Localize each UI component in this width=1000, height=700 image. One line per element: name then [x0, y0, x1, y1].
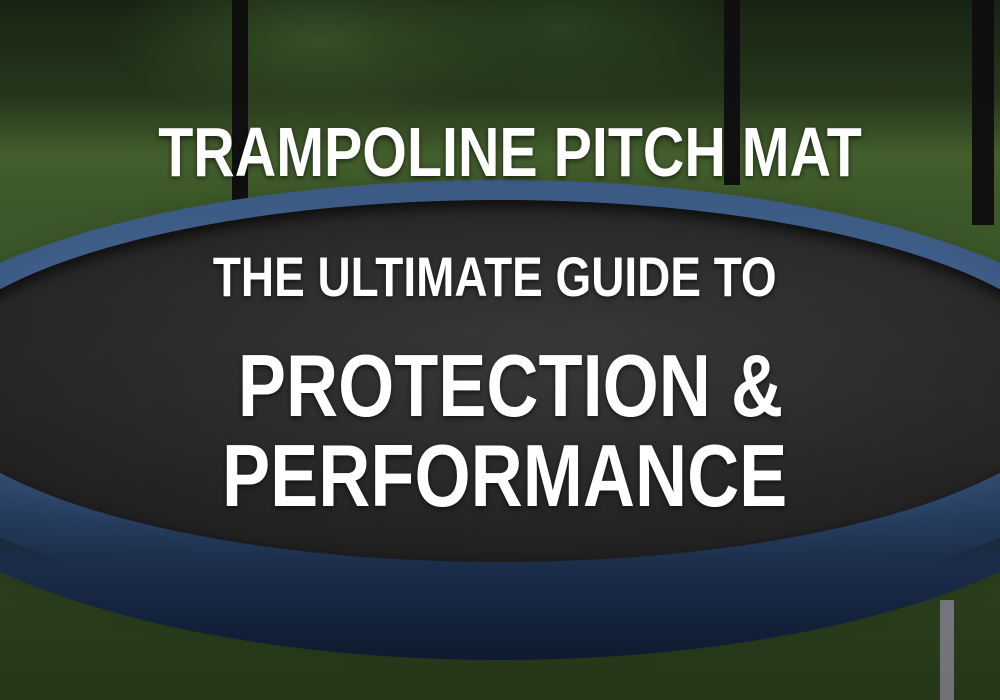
subtitle: THE ULTIMATE GUIDE TO — [213, 245, 777, 308]
net-pole — [232, 0, 248, 200]
net-pole — [724, 0, 740, 185]
headline-line-protection: PROTECTION & — [237, 336, 783, 435]
net-pole — [972, 0, 994, 225]
headline-line-performance: PERFORMANCE — [222, 426, 788, 525]
title: TRAMPOLINE PITCH MAT — [158, 113, 862, 191]
leg — [940, 600, 954, 700]
trampoline-mat — [0, 200, 1000, 562]
